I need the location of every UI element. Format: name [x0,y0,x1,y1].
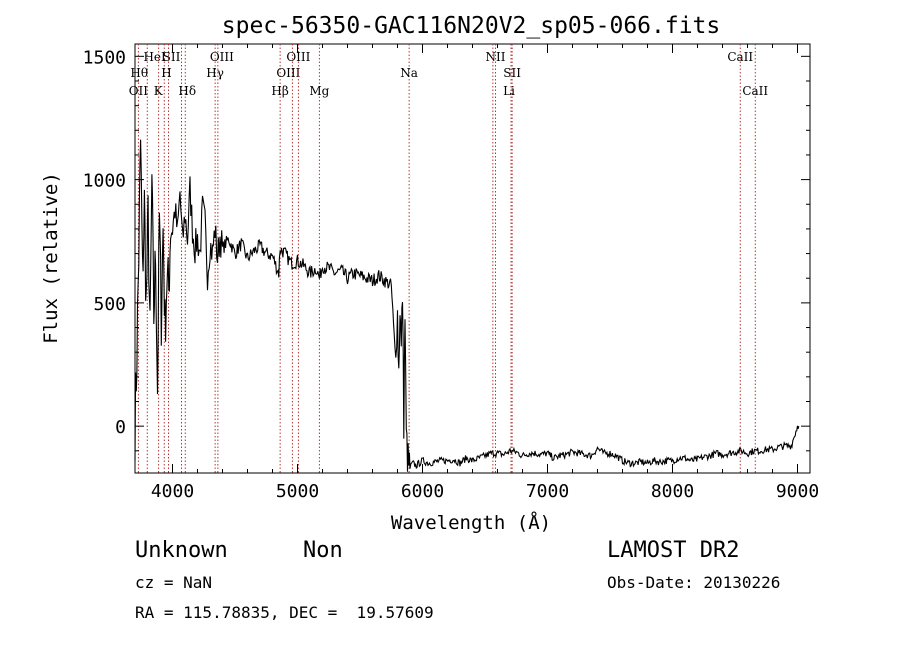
line-label: Li [503,84,515,98]
line-label: HeI [143,50,166,64]
line-label: OIII [286,50,310,64]
line-label: K [154,84,164,98]
line-label: H [161,66,171,80]
redshift-value: cz = NaN [135,573,213,592]
line-label: CaII [727,50,753,64]
x-tick-label: 7000 [526,481,569,502]
object-subclass: Non [303,538,343,563]
line-label: OII [129,84,149,98]
coordinates: RA = 115.78835, DEC = 19.57609 [135,603,434,622]
line-label: Hθ [130,66,148,80]
line-label: SII [163,50,181,64]
y-tick-label: 1500 [83,47,126,68]
x-tick-label: 9000 [776,481,819,502]
x-tick-label: 4000 [151,481,194,502]
y-tick-label: 500 [93,294,126,315]
line-label: NII [486,50,506,64]
x-tick-label: 6000 [401,481,444,502]
spectrum-line [134,139,800,472]
line-label: Hγ [206,66,224,80]
line-label: OIII [276,66,300,80]
line-label: Na [400,66,418,80]
line-label: CaII [742,84,768,98]
y-tick-label: 1000 [83,171,126,192]
y-axis-label: Flux (relative) [40,172,62,344]
line-label: Hδ [178,84,196,98]
line-label: Hβ [271,84,288,98]
line-label: OIII [210,50,234,64]
x-tick-label: 8000 [651,481,694,502]
x-axis-label: Wavelength (Å) [391,511,551,534]
chart-title: spec-56350-GAC116N20V2_sp05-066.fits [222,13,721,39]
observation-date: Obs-Date: 20130226 [607,573,781,592]
y-tick-label: 0 [115,417,126,438]
survey-name: LAMOST DR2 [607,538,740,563]
line-label: SII [503,66,521,80]
line-label: Mg [309,84,329,98]
x-tick-label: 5000 [276,481,319,502]
object-class: Unknown [135,538,228,563]
